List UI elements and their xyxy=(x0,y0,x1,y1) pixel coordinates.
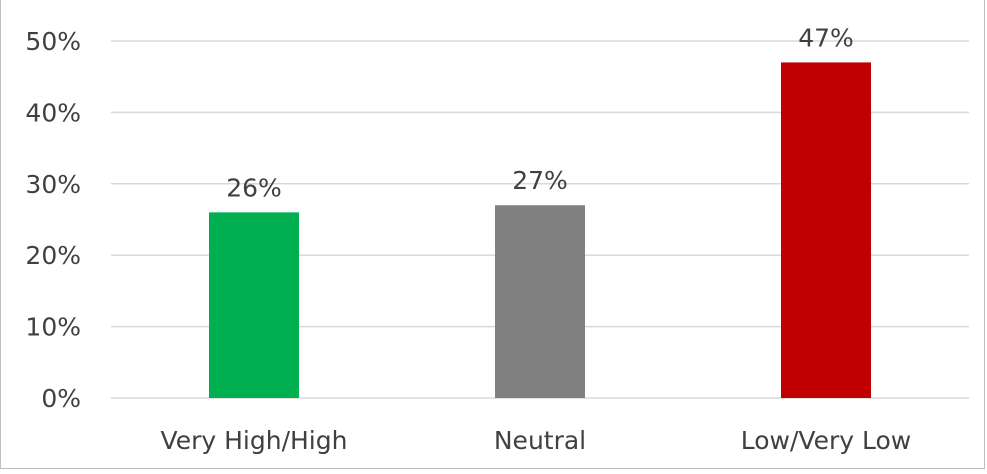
data-label-1: 27% xyxy=(512,166,568,195)
y-tick-label-30: 30% xyxy=(25,170,81,199)
x-tick-label-1: Neutral xyxy=(494,426,586,455)
y-tick-labels: 0% 10% 20% 30% 40% 50% xyxy=(25,27,81,413)
bar-2 xyxy=(781,62,871,399)
x-tick-labels: Very High/High Neutral Low/Very Low xyxy=(161,426,912,455)
y-tick-label-50: 50% xyxy=(25,27,81,56)
x-tick-label-0: Very High/High xyxy=(161,426,348,455)
data-label-0: 26% xyxy=(226,173,282,202)
bar-1 xyxy=(495,205,585,398)
y-tick-label-20: 20% xyxy=(25,241,81,270)
data-label-2: 47% xyxy=(798,23,854,52)
y-tick-label-10: 10% xyxy=(25,313,81,342)
bar-0 xyxy=(209,212,299,398)
y-tick-label-0: 0% xyxy=(41,384,81,413)
y-tick-label-40: 40% xyxy=(25,98,81,127)
bars xyxy=(209,62,871,399)
data-labels: 26% 27% 47% xyxy=(226,23,854,202)
x-tick-label-2: Low/Very Low xyxy=(741,426,911,455)
